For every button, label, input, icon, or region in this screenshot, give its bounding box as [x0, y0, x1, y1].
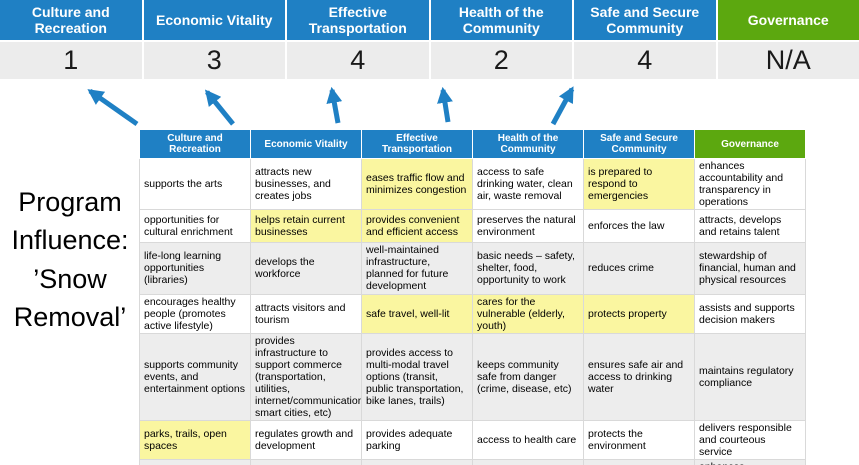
- matrix-cell: reduces crime: [583, 242, 695, 295]
- summary-header-5: Safe and Secure Community: [574, 0, 716, 40]
- matrix-cell: enhances accountability and transparency…: [694, 157, 806, 211]
- matrix-cell: well-maintained infrastructure, planned …: [361, 242, 473, 295]
- matrix-row: parks, trails, open spaces regulates grow…: [139, 420, 806, 461]
- summary-header-6: Governance: [717, 0, 859, 40]
- page-title-line: Removal’: [13, 301, 127, 332]
- page-title-line: ’Snow: [33, 263, 107, 294]
- summary-header-1: Culture and Recreation: [0, 0, 142, 40]
- matrix-column-header-6: Governance: [694, 129, 806, 159]
- matrix-body: supports the arts attracts new businesses…: [139, 157, 806, 465]
- matrix-cell: encourages healthy people (promotes acti…: [139, 293, 251, 334]
- matrix-cell: [139, 459, 251, 465]
- matrix-cell: keeps community safe from danger (crime,…: [472, 332, 584, 422]
- matrix-cell: safe travel, well-lit: [361, 293, 473, 334]
- matrix-cell: attracts visitors and tourism: [250, 293, 362, 334]
- matrix-cell: access to health care: [472, 420, 584, 461]
- matrix-cell: opportunities for cultural enrichment: [139, 209, 251, 244]
- matrix-cell: helps retain current businesses: [250, 209, 362, 244]
- matrix-column-header-5: Safe and Secure Community: [583, 129, 695, 159]
- matrix-column-header-4: Health of the Community: [472, 129, 584, 159]
- matrix-row: vibrant downtownwalkable communityaccess…: [139, 459, 806, 465]
- summary-header-row: Culture and Recreation Economic Vitality E…: [0, 0, 859, 40]
- page-title-line: Influence:: [11, 225, 129, 256]
- matrix-cell: provides adequate parking: [361, 420, 473, 461]
- summary-header-2: Economic Vitality: [143, 0, 285, 40]
- matrix-cell: is prepared to respond to emergencies: [583, 157, 695, 211]
- matrix-cell: regulates growth and development: [250, 420, 362, 461]
- summary-score-5: 4: [574, 42, 716, 79]
- matrix-cell: supports community events, and entertain…: [139, 332, 251, 422]
- matrix-row: supports the arts attracts new businesses…: [139, 157, 806, 211]
- matrix-row: supports community events, and entertain…: [139, 332, 806, 422]
- page-title: Program Influence: ’Snow Removal’: [0, 183, 140, 336]
- matrix-column-header-2: Economic Vitality: [250, 129, 362, 159]
- matrix-cell: parks, trails, open spaces: [139, 420, 251, 461]
- matrix-cell: walkable community: [361, 459, 473, 465]
- matrix-column-header-3: Effective Transportation: [361, 129, 473, 159]
- matrix-cell: ensures safe air and access to drinking …: [583, 332, 695, 422]
- summary-score-2: 3: [143, 42, 285, 79]
- up-arrow-icon-1: [87, 88, 139, 127]
- matrix-cell: preserves the natural environment: [472, 209, 584, 244]
- matrix-cell: assists and supports decision makers: [694, 293, 806, 334]
- matrix-row: opportunities for cultural enrichment hel…: [139, 209, 806, 244]
- matrix-cell: provides convenient and efficient access: [361, 209, 473, 244]
- matrix-cell: eases traffic flow and minimizes congest…: [361, 157, 473, 211]
- summary-score-1: 1: [0, 42, 142, 79]
- matrix-cell: maintains regulatory compliance: [694, 332, 806, 422]
- matrix-row: life-long learning opportunities (librar…: [139, 242, 806, 295]
- up-arrow-icon-4: [437, 86, 453, 123]
- summary-score-6: N/A: [717, 42, 859, 79]
- matrix-cell: develops the workforce: [250, 242, 362, 295]
- matrix-cell: enforces the law: [583, 209, 695, 244]
- matrix-cell: basic needs – safety, shelter, food, opp…: [472, 242, 584, 295]
- matrix-row: encourages healthy people (promotes acti…: [139, 293, 806, 334]
- matrix-cell: access to safe drinking water, clean air…: [472, 157, 584, 211]
- influence-matrix-table: Culture and Recreation Economic Vitality E…: [139, 129, 806, 465]
- summary-header-4: Health of the Community: [430, 0, 572, 40]
- matrix-cell: delivers responsible and courteous servi…: [694, 420, 806, 461]
- matrix-cell: supports the arts: [139, 157, 251, 211]
- matrix-cell: provides access to multi-modal travel op…: [361, 332, 473, 422]
- matrix-cell: cares for the vulnerable (elderly, youth…: [472, 293, 584, 334]
- up-arrow-icon-2: [204, 89, 235, 126]
- matrix-cell: attracts new businesses, and creates job…: [250, 157, 362, 211]
- matrix-cell: provides safe travel and mobility: [583, 459, 695, 465]
- page-title-line: Program: [18, 187, 122, 217]
- matrix-column-header-1: Culture and Recreation: [139, 129, 251, 159]
- up-arrow-icon-5: [550, 86, 575, 126]
- matrix-cell: access to safe drinking water, clean air…: [472, 459, 584, 465]
- up-arrow-icon-3: [326, 86, 343, 124]
- matrix-cell: attracts, develops and retains talent: [694, 209, 806, 244]
- matrix-cell: stewardship of financial, human and phys…: [694, 242, 806, 295]
- matrix-cell: enhances accountability and transparency…: [694, 459, 806, 465]
- matrix-cell: vibrant downtown: [250, 459, 362, 465]
- summary-score-row: 1 3 4 2 4 N/A: [0, 42, 859, 79]
- summary-score-3: 4: [287, 42, 429, 79]
- summary-header-3: Effective Transportation: [287, 0, 429, 40]
- matrix-header-row: Culture and Recreation Economic Vitality E…: [139, 129, 806, 159]
- summary-score-4: 2: [430, 42, 572, 79]
- matrix-cell: protects the environment: [583, 420, 695, 461]
- matrix-cell: provides infrastructure to support comme…: [250, 332, 362, 422]
- matrix-cell: protects property: [583, 293, 695, 334]
- matrix-cell: life-long learning opportunities (librar…: [139, 242, 251, 295]
